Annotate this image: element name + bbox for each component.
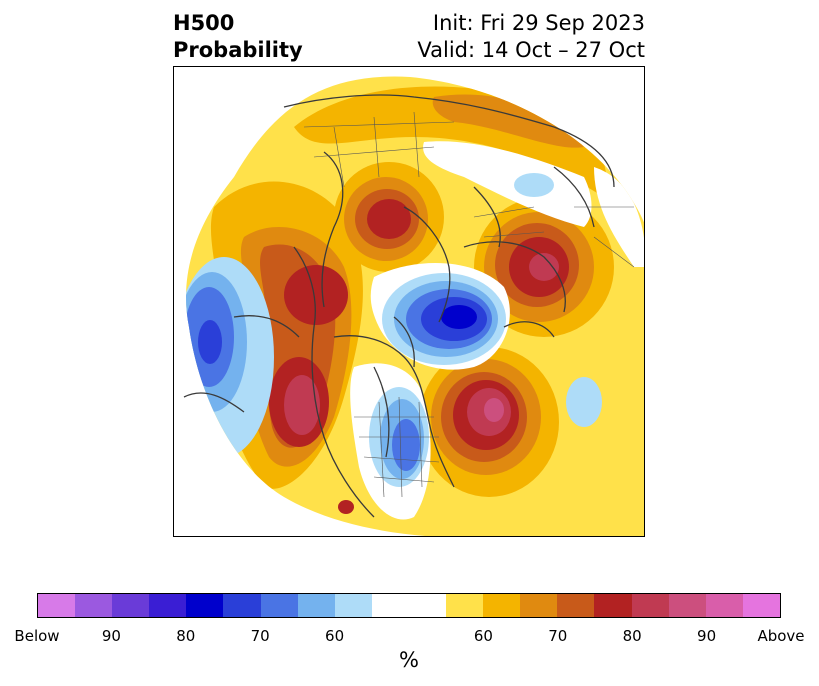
colorbar-segment <box>112 594 150 617</box>
colorbar-segment <box>668 594 706 617</box>
colorbar-tick-label: 60 <box>473 627 493 645</box>
colorbar-tick-label: Above <box>757 627 805 645</box>
init-date: Init: Fri 29 Sep 2023 <box>432 11 645 35</box>
valid-range: Valid: 14 Oct – 27 Oct <box>417 38 645 62</box>
colorbar <box>37 593 781 618</box>
colorbar-segment <box>446 594 484 617</box>
colorbar-tick-label: 80 <box>176 627 196 645</box>
colorbar-segment <box>334 594 372 617</box>
coastlines <box>183 94 615 518</box>
colorbar-segment <box>223 594 261 617</box>
colorbar-segment <box>742 594 780 617</box>
colorbar-tick-label: 90 <box>101 627 121 645</box>
colorbar-segment <box>38 594 76 617</box>
colorbar-unit: % <box>399 648 419 672</box>
colorbar-tick-label: 80 <box>622 627 642 645</box>
map-title: H500 Probability <box>173 10 303 64</box>
borders <box>303 111 635 498</box>
colorbar-tick-label: 90 <box>697 627 717 645</box>
colorbar-tick-label: Below <box>14 627 60 645</box>
colorbar-segment <box>260 594 298 617</box>
colorbar-tick-label: 70 <box>548 627 568 645</box>
colorbar-segment <box>557 594 595 617</box>
colorbar-segment <box>371 594 409 617</box>
title-variable: H500 <box>173 11 235 35</box>
title-product: Probability <box>173 38 303 62</box>
probability-field <box>186 76 644 536</box>
probability-map <box>173 66 645 537</box>
colorbar-segment <box>75 594 113 617</box>
colorbar-segment <box>483 594 521 617</box>
colorbar-segment <box>186 594 224 617</box>
colorbar-segment <box>594 594 632 617</box>
map-svg <box>183 76 644 536</box>
colorbar-segment <box>631 594 669 617</box>
colorbar-segment <box>520 594 558 617</box>
colorbar-segment <box>408 594 447 617</box>
colorbar-tick-label: 60 <box>325 627 345 645</box>
colorbar-segment <box>297 594 335 617</box>
colorbar-segment <box>149 594 187 617</box>
colorbar-segment <box>705 594 743 617</box>
map-dates: Init: Fri 29 Sep 2023 Valid: 14 Oct – 27… <box>417 10 645 64</box>
colorbar-tick-label: 70 <box>250 627 270 645</box>
